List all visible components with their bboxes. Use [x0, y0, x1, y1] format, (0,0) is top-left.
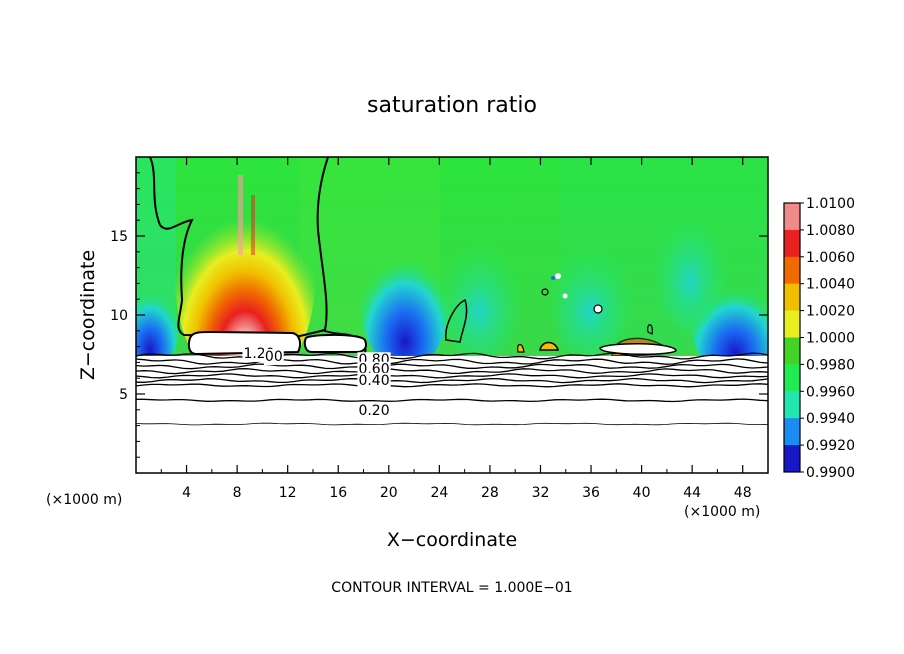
- contour-label: 0.20: [358, 403, 389, 419]
- contour-line: [136, 398, 768, 403]
- colorbar-swatch: [784, 203, 800, 231]
- y-tick-label: 15: [110, 229, 128, 245]
- contour-line: [136, 368, 768, 375]
- y-tick-label: 5: [119, 387, 128, 403]
- x-axis-title: X−coordinate: [387, 529, 517, 551]
- colorbar: 1.0100 1.0080 1.0060 1.0040 1.0020 1.0000 0.99…: [783, 196, 855, 481]
- colorbar-label: 0.9940: [806, 411, 855, 427]
- colorbar-swatch: [784, 391, 800, 419]
- x-unit-label-right: (×1000 m): [684, 504, 760, 520]
- contour-label-bg: [357, 402, 391, 419]
- y-tick-label: 10: [110, 308, 128, 324]
- contour-line: [136, 363, 768, 370]
- cloud-boundary-contour: [149, 157, 329, 338]
- subsaturated-region: [360, 230, 450, 370]
- contour-label: 0.40: [358, 373, 389, 389]
- contour-line: [136, 383, 768, 388]
- y-axis: 5 10 15: [110, 172, 768, 458]
- colorbar-swatch: [784, 229, 800, 258]
- colorbar-swatch: [784, 283, 800, 312]
- x-tick-label: 44: [683, 485, 701, 501]
- cloud-fragment: [539, 341, 560, 351]
- contour-line: [136, 377, 768, 384]
- colorbar-label: 1.0080: [806, 223, 855, 239]
- x-tick-label: 48: [734, 485, 752, 501]
- cloud-fragment: [555, 273, 561, 279]
- x-tick-label: 16: [329, 485, 347, 501]
- y-axis-title: Z−coordinate: [77, 250, 99, 380]
- chart-title: saturation ratio: [367, 93, 537, 118]
- contour-line: [136, 373, 768, 379]
- subsaturated-region: [655, 210, 725, 330]
- contour-line: [136, 422, 768, 426]
- colorbar-label: 1.0020: [806, 304, 855, 320]
- subsaturated-region: [440, 240, 520, 360]
- cloud-fragment: [517, 343, 525, 353]
- colorbar-swatch: [784, 364, 800, 392]
- colorbar-swatch: [784, 445, 800, 473]
- plume-streak: [238, 175, 243, 255]
- cloud-fragment: [551, 276, 555, 280]
- colorbar-label: 0.9980: [806, 357, 855, 373]
- contour-line: [136, 352, 768, 360]
- colorbar-swatch: [784, 418, 800, 446]
- x-tick-label: 24: [430, 485, 448, 501]
- cloud-fragment: [647, 324, 653, 335]
- x-tick-label: 40: [633, 485, 651, 501]
- colorbar-label: 1.0100: [806, 196, 855, 212]
- subsaturated-region: [136, 270, 180, 370]
- x-tick-label: 12: [279, 485, 297, 501]
- contour-interval-note: CONTOUR INTERVAL = 1.000E−01: [331, 580, 572, 596]
- cloud-fragment: [541, 288, 549, 296]
- x-tick-label: 20: [380, 485, 398, 501]
- colorbar-label: 1.0060: [806, 250, 855, 266]
- contour-line: [136, 358, 768, 365]
- x-tick-label: 4: [182, 485, 191, 501]
- cloud-fragment: [445, 298, 468, 343]
- cloud-fragment: [593, 304, 603, 314]
- colorbar-label: 1.0040: [806, 277, 855, 293]
- colorbar-label: 0.9900: [806, 465, 855, 481]
- contour-label: 00: [265, 349, 283, 365]
- colorbar-label: 1.0000: [806, 331, 855, 347]
- horizontal-contours: [136, 352, 768, 426]
- contour-1-20: [303, 333, 367, 353]
- cloud-fragment: [562, 293, 568, 299]
- x-axis: 4 8 12 16 20 24 28 32 36 40 44 48: [160, 157, 752, 501]
- colorbar-label: 0.9960: [806, 384, 855, 400]
- colorbar-label: 0.9920: [806, 438, 855, 454]
- contour-label-bg: [263, 349, 284, 366]
- colorbar-swatch: [784, 310, 800, 338]
- contour-label-bg: [357, 372, 391, 389]
- plume-streak: [251, 195, 255, 255]
- x-tick-label: 32: [532, 485, 550, 501]
- subsaturated-region: [550, 245, 630, 355]
- x-tick-label: 36: [582, 485, 600, 501]
- x-tick-label: 28: [481, 485, 499, 501]
- colorbar-swatch: [784, 337, 800, 365]
- x-tick-label: 8: [233, 485, 242, 501]
- x-unit-label-left: (×1000 m): [46, 492, 122, 508]
- colorbar-swatch: [784, 256, 800, 285]
